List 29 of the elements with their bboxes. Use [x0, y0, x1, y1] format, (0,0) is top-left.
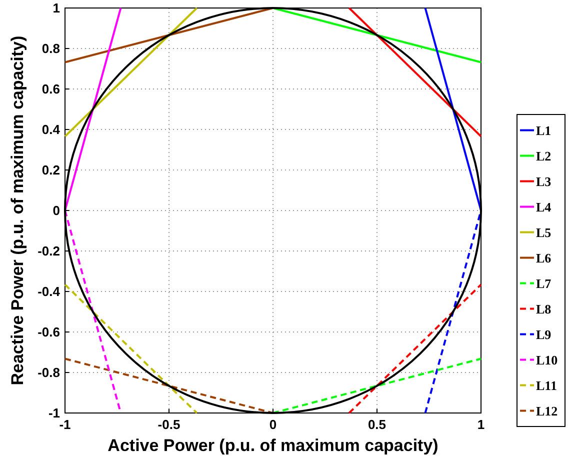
y-tick-label: 0.6: [42, 82, 60, 96]
y-tick-label: -0.8: [38, 365, 60, 380]
x-tick-label: 0.5: [368, 417, 386, 432]
legend-label: L4: [536, 199, 552, 214]
legend-label: L3: [536, 174, 552, 189]
y-axis-title: Reactive Power (p.u. of maximum capacity): [8, 36, 27, 386]
y-tick-label: -1: [48, 406, 60, 420]
legend-label: L10: [536, 352, 558, 368]
y-tick-label: 0.2: [42, 162, 60, 178]
x-tick-label: -0.5: [158, 417, 180, 432]
legend-label: L7: [536, 276, 552, 291]
legend-label: L6: [536, 250, 552, 266]
y-tick-label: 0.4: [42, 122, 61, 137]
y-tick-label: 0.8: [42, 41, 60, 56]
y-tick-label: -0.6: [38, 324, 60, 340]
y-tick-label: -0.2: [38, 244, 60, 258]
y-tick-label: 1: [52, 0, 60, 16]
x-tick-label: 0: [269, 417, 277, 432]
y-tick-label: -0.4: [38, 284, 61, 299]
legend-label: L8: [536, 301, 552, 316]
x-axis-title: Active Power (p.u. of maximum capacity): [108, 436, 438, 455]
y-tick-label: 0: [52, 203, 60, 218]
x-tick-label: 1: [477, 417, 485, 432]
legend-label: L1: [536, 122, 552, 138]
legend-label: L11: [536, 378, 557, 393]
legend-label: L9: [536, 326, 552, 342]
legend-label: L2: [536, 148, 552, 164]
legend-label: L12: [536, 403, 558, 418]
legend-label: L5: [536, 224, 552, 240]
